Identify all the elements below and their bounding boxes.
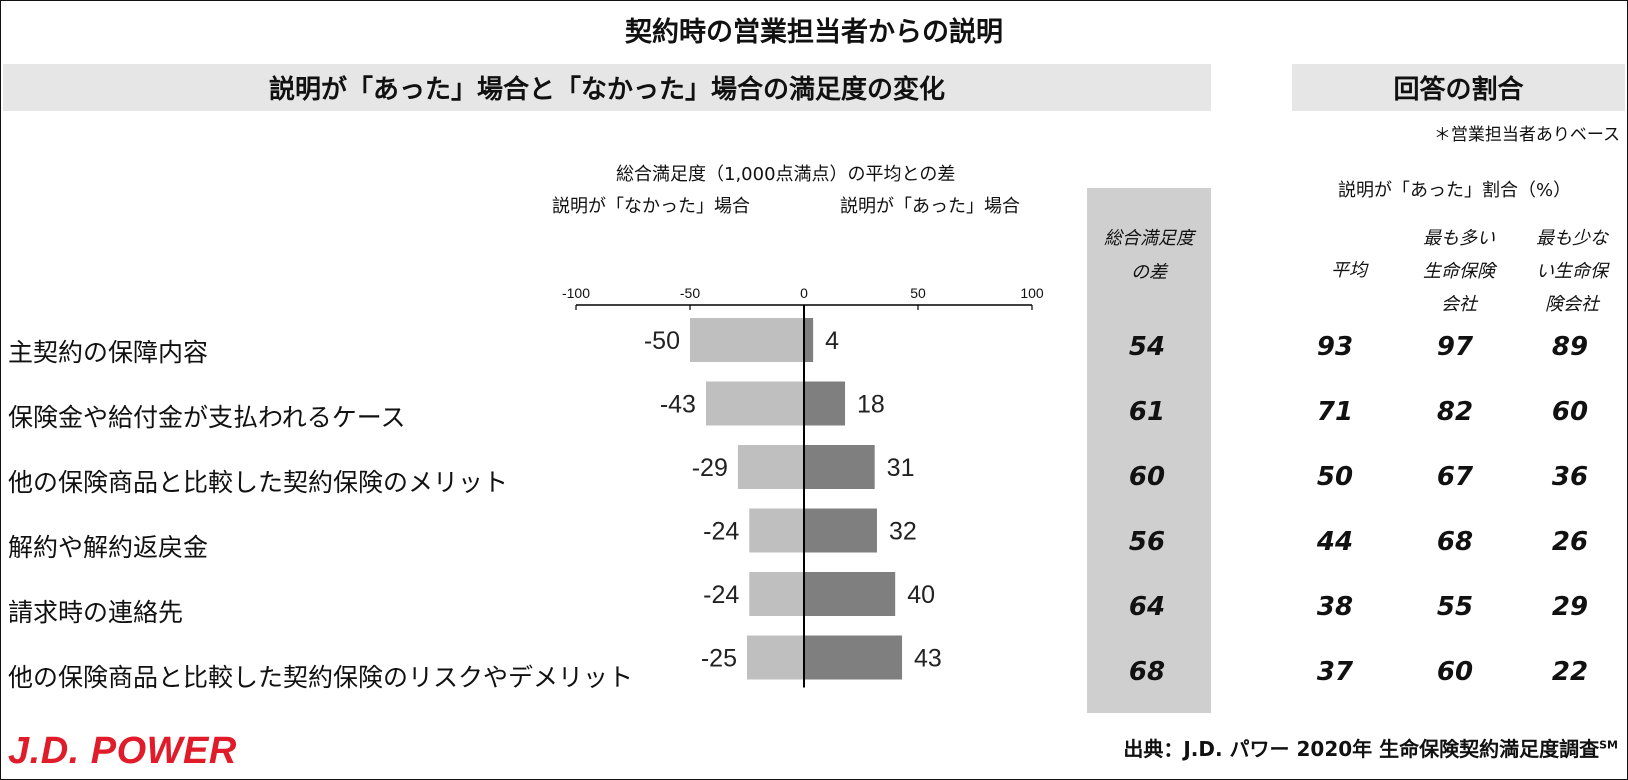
right-section-header: 回答の割合 [1292,64,1625,111]
share-least-value: 36 [1551,462,1589,492]
bar-neg [690,318,804,362]
jd-power-logo: J.D. POWER [8,730,237,772]
bar-neg [737,445,804,489]
neg-data-label: -43 [660,391,696,419]
x-tick-label: -50 [680,285,700,301]
share-least-value: 89 [1551,332,1589,362]
axis-caption: 総合満足度（1,000点満点）の平均との差 [616,164,956,185]
x-tick-label: 50 [910,285,926,301]
neg-data-label: -29 [692,454,728,482]
diff-column-header-line2: の差 [1131,262,1167,283]
share-avg-value: 44 [1316,527,1354,557]
diff-value: 68 [1128,657,1166,687]
bar-neg [749,508,804,553]
share-most-value: 82 [1436,397,1474,427]
bar-neg [749,572,804,616]
share-col-most-header-l1: 最も多い [1423,228,1495,249]
share-col-least-header-l2: い生命保 [1536,261,1608,282]
share-least-value: 22 [1551,657,1589,687]
bar-pos [804,508,877,553]
share-avg-value: 71 [1316,397,1354,427]
bar-pos [804,381,846,426]
pos-data-label: 31 [887,454,915,482]
neg-data-label: -24 [703,518,739,546]
pos-data-label: 4 [825,327,839,355]
neg-data-label: -50 [644,327,680,355]
share-avg-value: 50 [1316,462,1354,492]
x-tick-label: 100 [1020,285,1044,301]
share-least-value: 60 [1551,397,1589,427]
pos-data-label: 43 [914,645,942,673]
neg-series-label: 説明が「なかった」場合 [552,196,750,217]
share-most-value: 68 [1436,527,1474,557]
service-mark: SM [1599,738,1618,752]
main-title: 契約時の営業担当者からの説明 [625,17,1003,48]
share-avg-value: 37 [1316,657,1354,687]
bar-neg [705,381,804,426]
share-caption: 説明が「あった」割合（%） [1338,180,1572,201]
share-avg-value: 38 [1316,592,1354,622]
bar-pos [804,572,896,616]
bar-pos [804,445,875,489]
diff-value: 60 [1128,462,1166,492]
diff-value: 56 [1128,527,1166,557]
share-least-value: 26 [1551,527,1589,557]
diverging-bar-chart: -100 -50 0 50 100 -50 4 -43 18 -29 31 -24 32 -24 40 -25… [562,285,1044,688]
diff-column-header-line1: 総合満足度 [1104,228,1194,249]
share-most-value: 67 [1436,462,1474,492]
source-credit: 出典：J.D. パワー 2020年 生命保険契約満足度調査SM [1123,733,1618,762]
category-label: 解約や解約返戻金 [8,533,209,562]
base-note: ＊営業担当者ありベース [1433,125,1620,145]
left-section-header: 説明が「あった」場合と「なかった」場合の満足度の変化 [3,64,1211,111]
share-least-value: 29 [1551,592,1589,622]
pos-data-label: 32 [889,518,917,546]
category-label: 他の保険商品と比較した契約保険のリスクやデメリット [8,663,634,692]
diff-value: 64 [1128,592,1166,622]
pos-data-label: 18 [857,391,885,419]
neg-data-label: -24 [703,581,739,609]
x-tick-label: -100 [562,285,590,301]
diff-column-background [1087,188,1211,713]
share-col-least-header-l3: 険会社 [1545,294,1599,315]
share-avg-value: 93 [1316,332,1354,362]
bar-neg [747,635,804,680]
category-label: 保険金や給付金が支払われるケース [8,403,406,432]
category-label: 主契約の保障内容 [8,338,209,367]
bar-pos [804,635,903,680]
share-most-value: 55 [1436,592,1474,622]
source-text: 出典：J.D. パワー 2020年 生命保険契約満足度調査 [1123,737,1600,761]
share-most-value: 60 [1436,657,1474,687]
share-col-most-header-l3: 会社 [1441,294,1477,315]
diff-value: 61 [1128,397,1166,427]
category-label: 他の保険商品と比較した契約保険のメリット [8,468,509,497]
neg-data-label: -25 [701,645,737,673]
category-label: 請求時の連絡先 [8,598,184,627]
share-col-least-header-l1: 最も少な [1536,228,1608,249]
x-tick-label: 0 [800,285,808,301]
share-col-most-header-l2: 生命保険 [1423,261,1495,282]
diff-value: 54 [1128,332,1166,362]
bar-pos [804,318,814,362]
share-col-avg-header: 平均 [1331,260,1367,281]
pos-data-label: 40 [907,581,935,609]
pos-series-label: 説明が「あった」場合 [840,196,1020,217]
share-most-value: 97 [1436,332,1474,362]
